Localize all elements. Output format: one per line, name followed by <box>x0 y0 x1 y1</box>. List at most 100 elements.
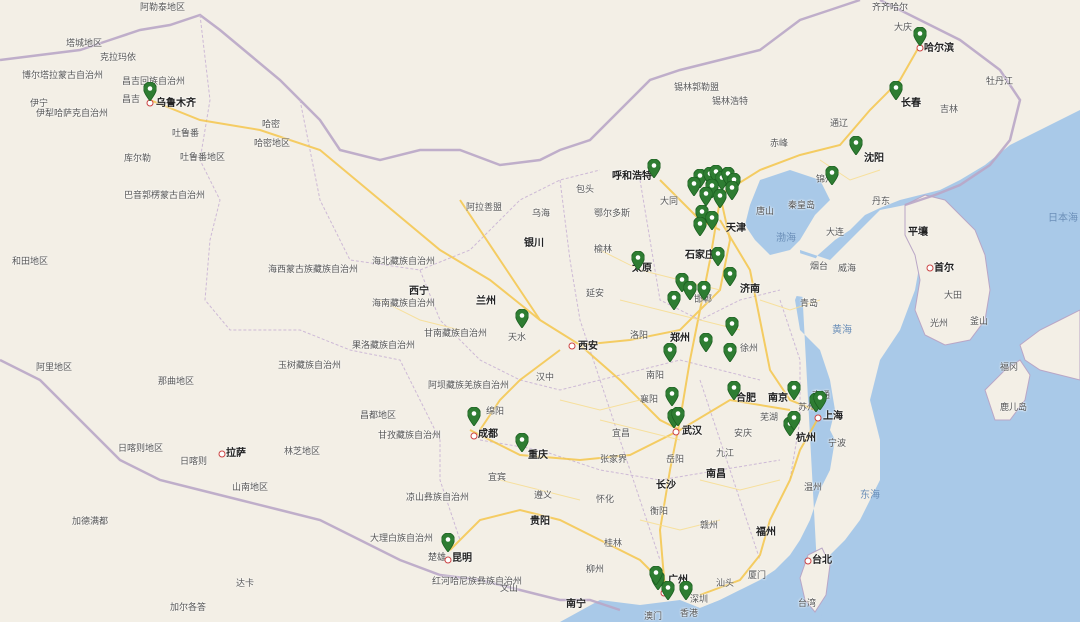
area-label-changji: 昌吉回族自治州 <box>122 77 186 87</box>
chongqing-pin[interactable] <box>515 433 529 452</box>
hangzhou-pin-2[interactable] <box>787 411 801 430</box>
taiyuan-pin[interactable] <box>631 251 645 270</box>
area-label-shannan: 山南地区 <box>232 483 269 493</box>
city-dot-chengdu <box>470 432 478 440</box>
shenzhen-pin[interactable] <box>679 581 693 600</box>
city-label-xuzhou: 徐州 <box>740 344 759 354</box>
city-label-lanzhou: 兰州 <box>476 296 496 307</box>
area-label-tacheng: 塔城地区 <box>66 39 103 49</box>
area-label-yushu: 玉树藏族自治州 <box>278 361 342 371</box>
city-label-hami: 哈密 <box>262 120 281 130</box>
city-label-fuzhou: 福州 <box>756 527 776 538</box>
beijing-pin-10[interactable] <box>725 181 739 200</box>
area-label-dali: 大理白族自治州 <box>370 534 434 544</box>
harbin-pin[interactable] <box>913 27 927 46</box>
city-label-jilin: 吉林 <box>940 105 959 115</box>
area-label-ali: 阿里地区 <box>36 363 73 373</box>
nanyang-pin[interactable] <box>663 343 677 362</box>
city-label-yibin: 宜宾 <box>488 473 507 483</box>
zhuhai-pin[interactable] <box>649 566 663 585</box>
city-dot-lhasa <box>218 450 226 458</box>
chengdu-pin[interactable] <box>467 407 481 426</box>
map-pin-icon <box>913 27 927 46</box>
map-pin-icon <box>713 189 727 208</box>
jinan-pin[interactable] <box>723 267 737 286</box>
shuozhou-pin[interactable] <box>687 177 701 196</box>
xinxiang-pin[interactable] <box>697 281 711 300</box>
sea-label-yellow: 黄海 <box>832 325 852 336</box>
guangzhou-pin-2[interactable] <box>661 581 675 600</box>
tianshui-pin[interactable] <box>515 309 529 328</box>
sea-label-bohai: 渤海 <box>776 233 796 244</box>
urumqi-pin[interactable] <box>143 82 157 101</box>
shenyang-pin[interactable] <box>849 136 863 155</box>
city-label-ningbo: 宁波 <box>828 439 847 449</box>
city-label-handan: 邯郸 <box>694 295 713 305</box>
shanghai-pin-2[interactable] <box>813 391 827 410</box>
city-label-chengdu: 成都 <box>478 429 498 440</box>
city-label-tongliao: 通辽 <box>830 119 849 129</box>
dalian-pin[interactable] <box>825 166 839 185</box>
city-dot-kunming <box>444 556 452 564</box>
area-label-shigatse: 日喀则地区 <box>118 444 164 454</box>
city-label-nanning: 南宁 <box>566 599 586 610</box>
land-japan-honshu <box>1019 309 1080 381</box>
city-label-chongqing: 重庆 <box>528 450 548 461</box>
city-label-nanchang: 南昌 <box>706 469 726 480</box>
beijing-pin-9[interactable] <box>713 189 727 208</box>
changchun-pin[interactable] <box>889 81 903 100</box>
map-pin-icon <box>787 381 801 400</box>
city-label-yantai: 烟台 <box>810 262 829 272</box>
baoding-pin[interactable] <box>693 217 707 236</box>
area-label-bortala: 博尔塔拉蒙古自治州 <box>22 71 104 81</box>
kunming-pin[interactable] <box>441 533 455 552</box>
hohhot-pin[interactable] <box>647 159 661 178</box>
city-label-tianshui: 天水 <box>508 333 527 343</box>
city-label-chifeng: 赤峰 <box>770 139 789 149</box>
city-label-hanzhong: 汉中 <box>536 373 555 383</box>
city-label-qingdao: 青岛 <box>800 299 819 309</box>
beijing-pin-8[interactable] <box>699 187 713 206</box>
city-label-hongkong: 香港 <box>680 609 699 619</box>
xuzhou-pin[interactable] <box>723 343 737 362</box>
city-dot-shanghai <box>814 414 822 422</box>
city-label-zhengzhou: 郑州 <box>670 333 690 344</box>
handan-pin-2[interactable] <box>683 281 697 300</box>
map-pin-icon <box>813 391 827 410</box>
province-borders <box>199 14 801 561</box>
map-pin-icon <box>705 211 719 230</box>
xuchang-pin[interactable] <box>725 317 739 336</box>
city-dot-wuhan <box>672 428 680 436</box>
area-label-alxa: 阿拉善盟 <box>466 203 503 213</box>
area-label-garze: 甘孜藏族自治州 <box>378 431 442 441</box>
area-label-nyingchi: 林芝地区 <box>284 447 321 457</box>
city-label-huaihua: 怀化 <box>596 495 615 505</box>
map-pin-icon <box>515 433 529 452</box>
city-label-shantou: 汕头 <box>716 579 735 589</box>
map-pin-icon <box>725 181 739 200</box>
hefei-pin[interactable] <box>727 381 741 400</box>
wuhan-pin-2[interactable] <box>671 407 685 426</box>
city-label-turpan: 吐鲁番 <box>172 129 200 139</box>
zhengzhou-pin[interactable] <box>667 291 681 310</box>
area-label-liangshan: 凉山彝族自治州 <box>406 493 470 503</box>
city-label-mudanjiang: 牡丹江 <box>986 77 1014 87</box>
nanjing-pin[interactable] <box>787 381 801 400</box>
city-label-qinhuangdao: 秦皇岛 <box>788 201 816 211</box>
tianjin-pin-2[interactable] <box>705 211 719 230</box>
city-label-karamay: 克拉玛依 <box>100 53 137 63</box>
area-label-golog: 果洛藏族自治州 <box>352 341 416 351</box>
shijiazhuang-pin[interactable] <box>711 247 725 266</box>
zhoukou-pin[interactable] <box>699 333 713 352</box>
national-border <box>0 0 1022 612</box>
city-label-yining: 伊宁 <box>30 99 49 109</box>
city-label-wuhu: 芜湖 <box>760 413 779 423</box>
xiaogan-pin[interactable] <box>665 387 679 406</box>
city-label-jinan: 济南 <box>740 284 760 295</box>
area-label-gannan: 甘南藏族自治州 <box>424 329 488 339</box>
city-label-shanghai: 上海 <box>823 411 843 422</box>
map-pin-icon <box>711 247 725 266</box>
city-label-jiujiang: 九江 <box>716 449 735 459</box>
sea-south <box>560 560 830 622</box>
